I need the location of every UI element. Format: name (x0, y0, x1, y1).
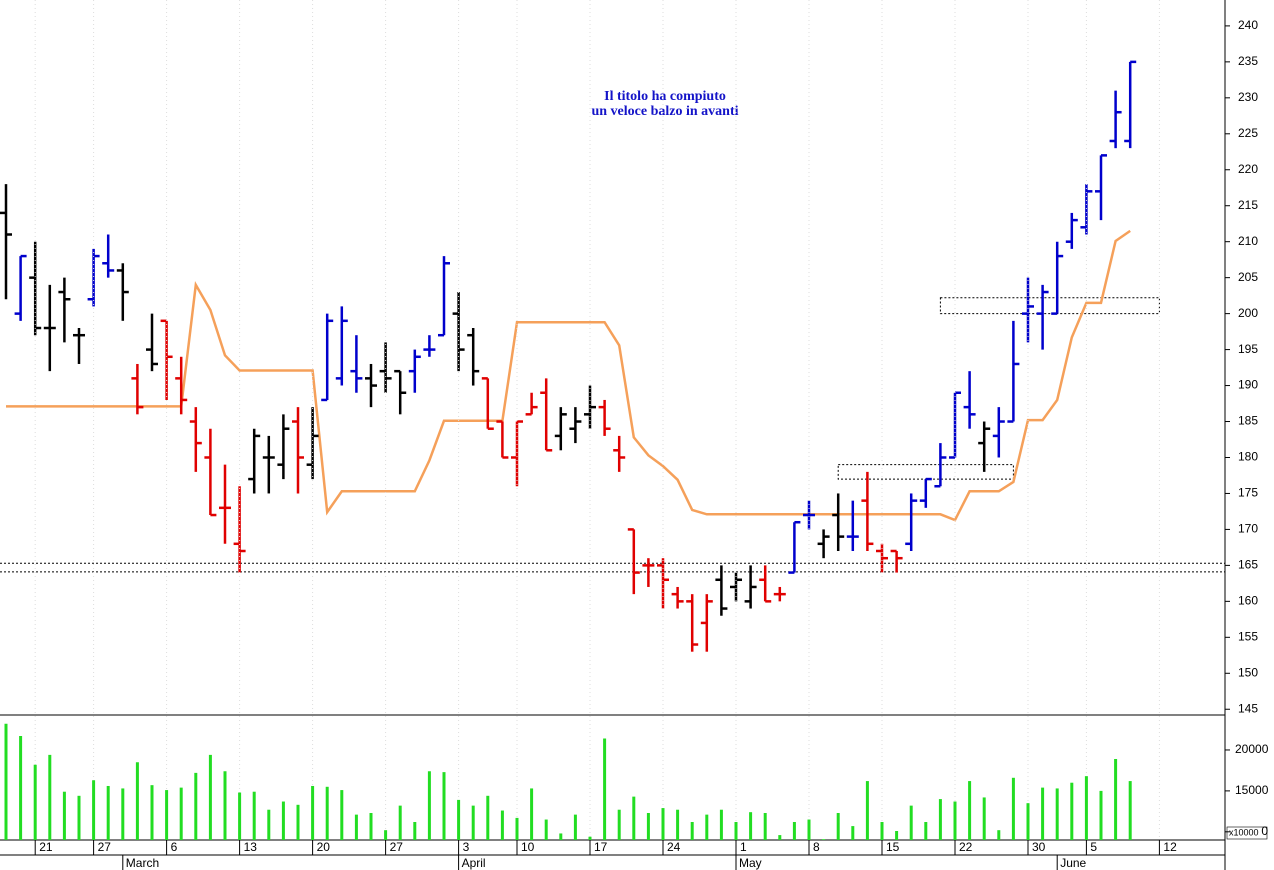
x-tick-label: 12 (1163, 840, 1177, 854)
y-tick-label: 225 (1238, 126, 1258, 140)
zone-box (837, 464, 1014, 480)
x-tick-label: 15 (886, 840, 900, 854)
trail-line (6, 229, 1131, 522)
y-tick-label: 160 (1238, 594, 1258, 608)
y-tick-label: 215 (1238, 198, 1258, 212)
x-tick-label: 21 (39, 840, 53, 854)
y-tick-label: 220 (1238, 162, 1258, 176)
y-tick-label: 210 (1238, 234, 1258, 248)
y-tick-label: 235 (1238, 54, 1258, 68)
x-tick-label: 27 (390, 840, 404, 854)
y-tick-label: 205 (1238, 270, 1258, 284)
y-tick-label: 175 (1238, 486, 1258, 500)
y-tick-label: 195 (1238, 342, 1258, 356)
x-tick-label: 13 (244, 840, 258, 854)
x-tick-label: 1 (740, 840, 747, 854)
month-label: June (1060, 856, 1086, 870)
y-tick-label: 185 (1238, 414, 1258, 428)
y-tick-label: 190 (1238, 378, 1258, 392)
x-tick-label: 6 (171, 840, 178, 854)
y-tick-label: 200 (1238, 306, 1258, 320)
y-tick-label: 20000 (1235, 742, 1269, 756)
x-tick-label: 22 (959, 840, 973, 854)
x-tick-label: 30 (1032, 840, 1046, 854)
y-tick-label: 165 (1238, 558, 1258, 572)
x-tick-label: 3 (463, 840, 470, 854)
zone-box (939, 297, 1160, 315)
x-tick-label: 8 (813, 840, 820, 854)
y-tick-label: 230 (1238, 90, 1258, 104)
annotation: un veloce balzo in avanti (591, 104, 738, 119)
y-tick-label: 240 (1238, 18, 1258, 32)
unit-box (1226, 826, 1268, 840)
month-label: April (462, 856, 486, 870)
x-tick-label: 27 (98, 840, 112, 854)
y-tick-label: 180 (1238, 450, 1258, 464)
y-tick-label: 145 (1238, 701, 1258, 715)
x-tick-label: 10 (521, 840, 535, 854)
y-tick-label: 170 (1238, 522, 1258, 536)
unit-label: x10000 (1229, 827, 1259, 837)
x-tick-label: 17 (594, 840, 608, 854)
x-tick-label: 24 (667, 840, 681, 854)
y-tick-label: 150 (1238, 665, 1258, 679)
annotation: Il titolo ha compiuto (604, 89, 726, 104)
month-label: March (126, 856, 159, 870)
y-tick-label: 0 (1261, 824, 1268, 838)
x-tick-label: 20 (317, 840, 331, 854)
month-label: May (739, 856, 762, 870)
y-tick-label: 155 (1238, 629, 1258, 643)
y-tick-label: 15000 (1235, 783, 1269, 797)
x-tick-label: 5 (1090, 840, 1097, 854)
